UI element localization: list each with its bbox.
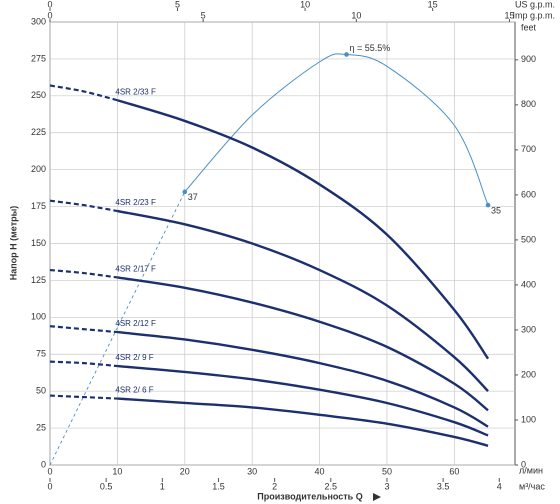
y2-tick-label: 300 [521, 324, 536, 334]
y-tick-label: 50 [36, 386, 46, 396]
y-tick-label: 300 [31, 16, 46, 26]
x-tick-label: 20 [180, 466, 190, 476]
y-tick-label: 125 [31, 275, 46, 285]
curve-label: 4SR 2/23 F [115, 198, 156, 207]
x-tick-label: 30 [247, 466, 257, 476]
pump-curve [49, 394, 118, 400]
x2-tick-label: 0.5 [100, 481, 113, 491]
x-tick-label: 40 [315, 466, 325, 476]
curve-label: 4SR 2/33 F [115, 87, 156, 96]
y-tick-label: 175 [31, 201, 46, 211]
y-tick-label: 0 [41, 459, 46, 469]
y2-tick-label: 0 [521, 459, 526, 469]
x-tick-label: 50 [382, 466, 392, 476]
pump-curve [49, 84, 118, 102]
top-tick-label: 0 [47, 0, 52, 9]
pump-curve [117, 330, 489, 428]
top-tick-label: 10 [351, 10, 361, 20]
top-axis-unit: Imp g.p.m. [512, 10, 555, 20]
x2-unit: м³/час [519, 481, 545, 491]
x2-tick-label: 3.5 [437, 481, 450, 491]
top-tick-label: 5 [201, 10, 206, 20]
y2-tick-label: 700 [521, 144, 536, 154]
x2-tick-label: 1.5 [212, 481, 225, 491]
x-unit: л/мин [519, 465, 543, 475]
y-tick-label: 275 [31, 53, 46, 63]
y2-tick-label: 800 [521, 99, 536, 109]
y-tick-label: 150 [31, 238, 46, 248]
x-axis-title: Производительность Q [257, 491, 362, 501]
efficiency-line [184, 53, 489, 206]
x-tick-label: 0 [47, 466, 52, 476]
y-axis-title: Напор H (метры) [8, 206, 18, 281]
y-tick-label: 25 [36, 422, 46, 432]
y2-tick-label: 400 [521, 279, 536, 289]
pump-curve [117, 364, 489, 437]
curve-label: 4SR 2/12 F [115, 319, 156, 328]
x-tick-label: 10 [112, 466, 122, 476]
efficiency-label: 35 [491, 205, 501, 215]
top-tick-label: 10 [300, 0, 310, 9]
x2-tick-label: 0 [47, 481, 52, 491]
y2-tick-label: 500 [521, 234, 536, 244]
y2-tick-label: 100 [521, 414, 536, 424]
curve-label: 4SR 2/17 F [115, 265, 156, 274]
top-tick-label: 15 [428, 0, 438, 9]
efficiency-label: 37 [188, 192, 198, 202]
y-tick-label: 100 [31, 312, 46, 322]
pump-curve [49, 325, 118, 334]
y-tick-label: 200 [31, 164, 46, 174]
y2-tick-label: 600 [521, 189, 536, 199]
pump-curve [117, 99, 490, 360]
pump-curve [49, 360, 118, 368]
top-axis-unit: US g.p.m. [515, 0, 555, 9]
x2-tick-label: 1 [160, 481, 165, 491]
pump-curve [117, 397, 489, 447]
efficiency-point [485, 202, 491, 208]
y2-tick-label: 200 [521, 369, 536, 379]
efficiency-point [344, 52, 349, 57]
top-tick-label: 0 [47, 10, 52, 20]
efficiency-line [49, 191, 186, 466]
top-tick-label: 5 [175, 0, 180, 9]
curve-label: 4SR 2/ 9 F [115, 353, 153, 362]
efficiency-point [182, 189, 188, 195]
x2-tick-label: 4 [497, 481, 502, 491]
curve-label: 4SR 2/ 6 F [115, 386, 153, 395]
x2-tick-label: 2 [272, 481, 277, 491]
x2-tick-label: 2.5 [325, 481, 338, 491]
x-tick-label: 60 [449, 466, 459, 476]
y-tick-label: 250 [31, 90, 46, 100]
y2-tick-label: 900 [521, 54, 536, 64]
y-tick-label: 75 [36, 349, 46, 359]
top-tick-label: 15 [504, 10, 514, 20]
pump-curve [117, 209, 489, 393]
x2-tick-label: 3 [384, 481, 389, 491]
arrow [373, 493, 381, 501]
pump-curve [49, 269, 118, 279]
pump-curve [49, 199, 118, 213]
y-tick-label: 225 [31, 127, 46, 137]
pump-curve [117, 276, 489, 412]
y2-axis-title: feet [521, 22, 537, 32]
efficiency-label: η = 55.5% [350, 43, 391, 53]
